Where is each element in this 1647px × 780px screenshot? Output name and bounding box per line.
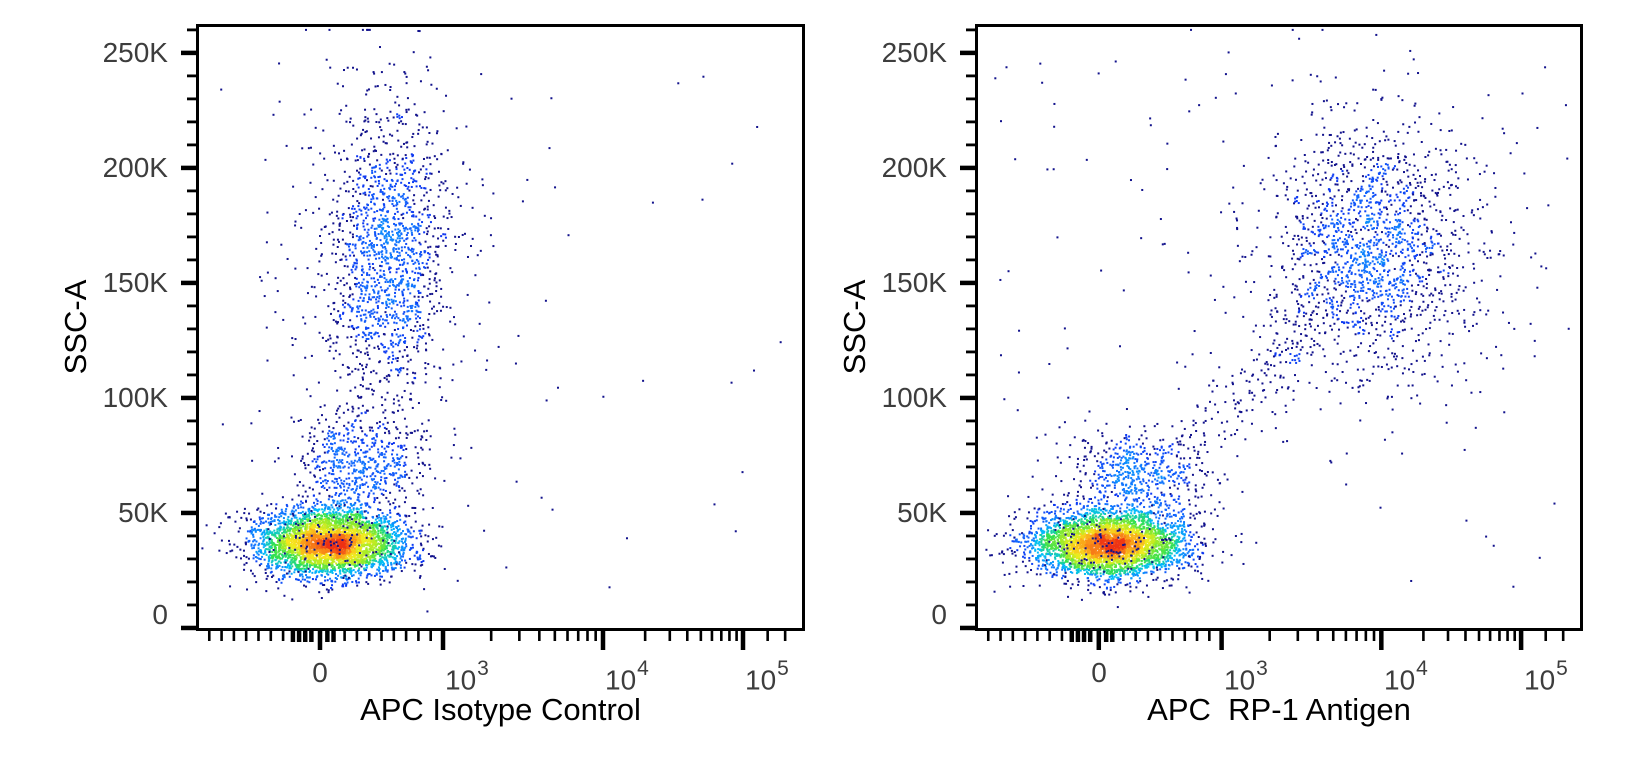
y-tick-label: 0	[931, 599, 947, 630]
y-tick-label: 100K	[102, 382, 168, 413]
x-axis-title-left: APC Isotype Control	[360, 692, 641, 727]
y-tick-label: 50K	[118, 497, 168, 528]
y-axis-title-right: SSC-A	[837, 279, 872, 375]
x-tick-label: 103	[445, 657, 489, 696]
x-tick-label: 103	[1224, 657, 1268, 696]
x-tick-label: 104	[1384, 657, 1428, 696]
x-tick-label: 105	[745, 657, 789, 696]
y-tick-label: 50K	[897, 497, 947, 528]
y-tick-label: 200K	[881, 152, 947, 183]
y-tick-label: 150K	[881, 267, 947, 298]
y-tick-label: 250K	[102, 37, 168, 68]
x-tick-label: 105	[1524, 657, 1568, 696]
x-tick-label: 104	[605, 657, 649, 696]
y-tick-label: 200K	[102, 152, 168, 183]
y-axis-title-left: SSC-A	[58, 279, 93, 375]
x-tick-label: 0	[312, 657, 328, 688]
x-axis-title-right: APC RP-1 Antigen	[1147, 692, 1411, 727]
y-tick-label: 150K	[102, 267, 168, 298]
y-tick-label: 100K	[881, 382, 947, 413]
y-tick-label: 250K	[881, 37, 947, 68]
x-tick-label: 0	[1091, 657, 1107, 688]
y-tick-label: 0	[152, 599, 168, 630]
